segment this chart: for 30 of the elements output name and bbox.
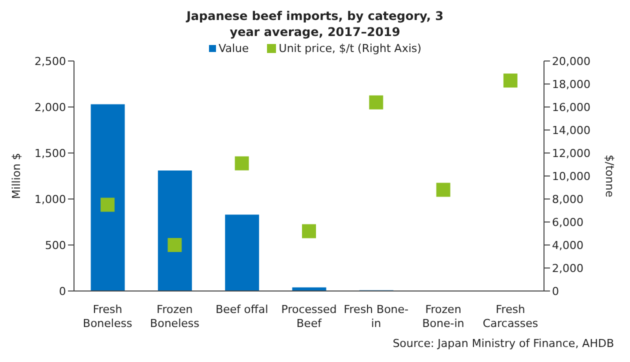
y2-tick-label: 10,000 [552, 170, 590, 183]
y-tick-label: 2,000 [34, 100, 66, 114]
chart-title: Japanese beef imports, by category, 3 year average, 2017–2019 [184, 8, 445, 40]
y2-tick-label: 2,000 [552, 262, 584, 275]
y2-tick-label: 18,000 [552, 78, 590, 91]
x-tick-label: Beef offal [216, 303, 268, 316]
x-tick-label: Fresh Carcasses [482, 303, 538, 330]
y-tick-label: 1,500 [34, 146, 66, 160]
x-tick-label: Fresh Boneless [82, 303, 132, 330]
y2-tick-label: 6,000 [552, 216, 584, 229]
y-axis-title: Million $ [10, 153, 23, 199]
y2-tick-label: 20,000 [552, 54, 590, 68]
y-tick-label: 500 [45, 238, 66, 252]
x-tick-label: Frozen Boneless [150, 303, 200, 330]
y2-tick-label: 4,000 [552, 238, 584, 252]
y-tick-label: 2,500 [34, 54, 66, 68]
legend-label: Unit price, $/t (Right Axis) [278, 42, 422, 55]
x-tick-label: Frozen Bone-in [422, 303, 464, 330]
y2-tick-label: 8,000 [552, 192, 584, 206]
y2-tick-label: 0 [552, 284, 559, 298]
x-tick-label: Fresh Bone-in [344, 303, 409, 330]
x-tick-label: Processed Beef [281, 303, 337, 330]
y-tick-label: 0 [59, 284, 66, 298]
y2-tick-label: 16,000 [552, 100, 590, 114]
y2-tick-label: 12,000 [552, 146, 590, 160]
legend-label: Value [218, 42, 249, 55]
y-tick-label: 1,000 [34, 192, 66, 206]
y2-axis-title: $/tonne [603, 154, 616, 198]
y2-tick-label: 14,000 [552, 124, 590, 137]
source-note: Source: Japan Ministry of Finance, AHDB [392, 337, 615, 350]
